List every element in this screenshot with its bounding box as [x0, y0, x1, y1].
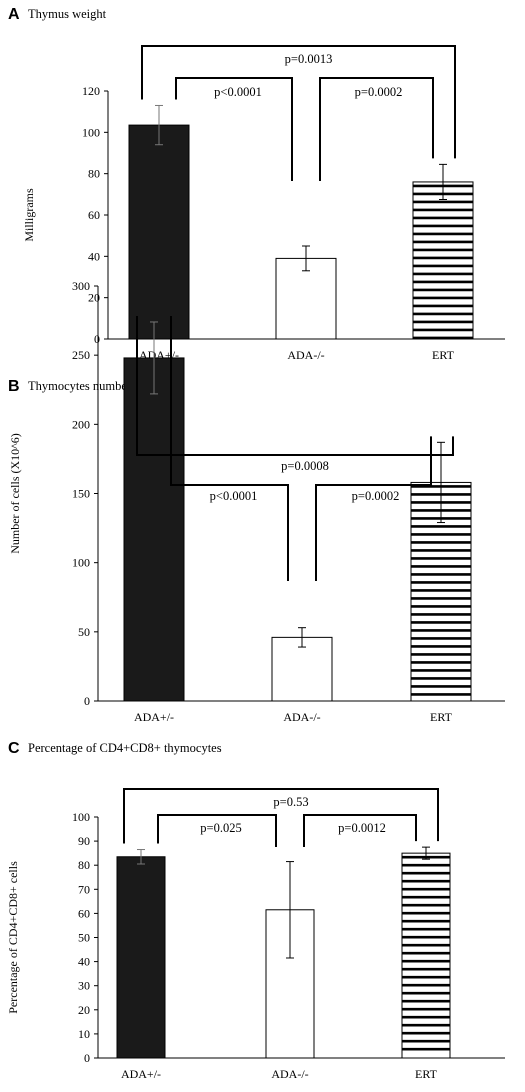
significance-bracket: p=0.0002: [315, 436, 432, 581]
p-value-label: p=0.0008: [281, 459, 329, 473]
bar: [275, 257, 337, 340]
significance-bracket: p=0.0002: [319, 77, 434, 181]
panel-b: B Thymocytes numbers Number of cells (X10^…: [8, 279, 505, 724]
bar: [412, 181, 474, 340]
y-tick-label: 120: [82, 84, 100, 98]
y-tick-label: 20: [88, 291, 100, 305]
x-tick-label: ADA+/-: [134, 710, 174, 724]
x-tick-label: ADA-/-: [271, 1067, 308, 1081]
p-value-label: p=0.0002: [352, 489, 400, 503]
y-tick-label: 20: [78, 1003, 90, 1017]
significance-bracket: p=0.0012: [303, 814, 417, 847]
y-tick-label: 40: [88, 249, 100, 263]
error-bar: [439, 163, 447, 200]
error-bar: [302, 245, 310, 272]
y-tick-label: 60: [88, 208, 100, 222]
bracket-line: [123, 788, 439, 844]
y-tick-label: 60: [78, 906, 90, 920]
chart-title: Thymus weight: [28, 7, 107, 21]
significance-bracket: p=0.0008: [136, 315, 454, 473]
x-tick-label: ADA-/-: [287, 348, 324, 362]
bracket-line: [141, 45, 456, 159]
y-tick-label: 250: [72, 348, 90, 362]
y-tick-label: 100: [72, 810, 90, 824]
y-tick-label: 80: [78, 858, 90, 872]
bar: [116, 856, 166, 1059]
significance-bracket: p=0.53: [123, 788, 439, 844]
p-value-label: p=0.025: [200, 821, 241, 835]
panel-c: C Percentage of CD4+CD8+ thymocytes Percen…: [6, 740, 505, 1081]
y-tick-label: 80: [88, 167, 100, 181]
bar-outline: [401, 852, 451, 1059]
y-tick-label: 150: [72, 487, 90, 501]
y-tick-label: 300: [72, 279, 90, 293]
p-value-label: p=0.0012: [338, 821, 386, 835]
p-value-label: p=0.53: [273, 795, 308, 809]
y-tick-label: 90: [78, 834, 90, 848]
error-bar: [298, 627, 306, 648]
error-bar: [150, 321, 158, 395]
panel-a: A Thymus weight Milligrams 0 20 40 60 80 100 120 A…: [8, 6, 505, 362]
bracket-line: [319, 77, 434, 181]
bracket-line: [315, 436, 432, 581]
bracket-line: [175, 77, 293, 181]
error-bar: [286, 861, 294, 959]
p-value-label: p=0.0002: [355, 85, 403, 99]
bracket-line: [170, 315, 289, 581]
bar: [128, 124, 190, 340]
bar: [401, 852, 451, 1059]
x-tick-label: ADA-/-: [283, 710, 320, 724]
chart-title: Thymocytes numbers: [28, 379, 136, 393]
panel-letter: C: [8, 740, 20, 757]
bar-outline: [412, 181, 474, 340]
y-axis-label: Milligrams: [22, 188, 36, 242]
significance-bracket: p<0.0001: [175, 77, 293, 181]
y-tick-label: 200: [72, 417, 90, 431]
chart-title: Percentage of CD4+CD8+ thymocytes: [28, 741, 222, 755]
significance-bracket: p=0.0013: [141, 45, 456, 159]
y-tick-label: 70: [78, 882, 90, 896]
y-tick-label: 100: [72, 556, 90, 570]
y-tick-label: 0: [94, 332, 100, 346]
bracket-line: [157, 814, 277, 847]
y-tick-label: 0: [84, 694, 90, 708]
y-tick-label: 0: [84, 1051, 90, 1065]
p-value-label: p<0.0001: [214, 85, 262, 99]
y-tick-label: 50: [78, 931, 90, 945]
error-bar: [137, 849, 145, 865]
error-bar: [155, 104, 163, 146]
x-tick-label: ERT: [430, 710, 453, 724]
error-bar: [422, 846, 430, 860]
x-tick-label: ERT: [415, 1067, 438, 1081]
y-tick-label: 100: [82, 125, 100, 139]
y-tick-label: 40: [78, 955, 90, 969]
p-value-label: p=0.0013: [285, 52, 333, 66]
panel-letter: B: [8, 378, 20, 395]
panel-letter: A: [8, 6, 20, 23]
x-tick-label: ERT: [432, 348, 455, 362]
bracket-line: [303, 814, 417, 847]
bracket-line: [136, 315, 454, 456]
bar: [123, 357, 185, 702]
y-axis-label: Number of cells (X10^6): [8, 433, 22, 554]
p-value-label: p<0.0001: [210, 489, 258, 503]
y-tick-label: 50: [78, 625, 90, 639]
x-tick-label: ADA+/-: [121, 1067, 161, 1081]
significance-bracket: p=0.025: [157, 814, 277, 847]
significance-bracket: p<0.0001: [170, 315, 289, 581]
bar: [271, 636, 333, 702]
y-tick-label: 30: [78, 979, 90, 993]
y-tick-label: 10: [78, 1027, 90, 1041]
y-axis-label: Percentage of CD4+CD8+ cells: [6, 861, 20, 1014]
